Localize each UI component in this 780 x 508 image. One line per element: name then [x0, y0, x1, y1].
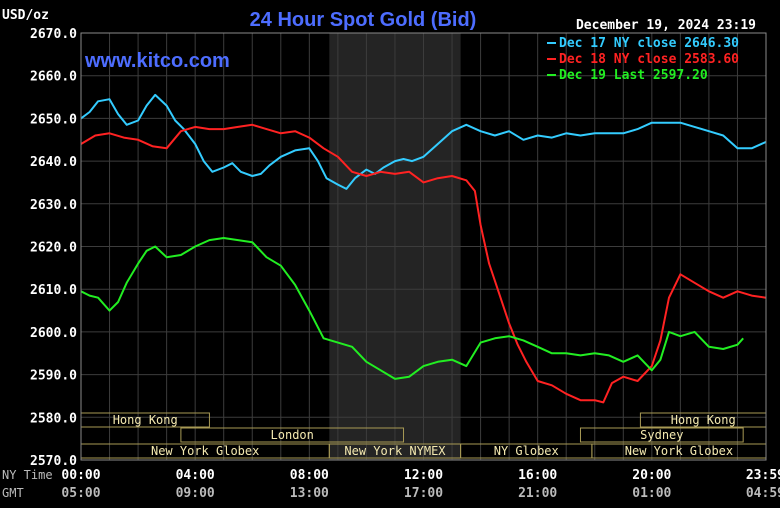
- y-tick-label: 2610.0: [30, 283, 77, 298]
- y-tick-label: 2580.0: [30, 411, 77, 426]
- session-label: London: [271, 428, 314, 442]
- time-row-label: GMT: [2, 486, 24, 500]
- x-tick-label: 09:00: [176, 486, 215, 501]
- series-line-2: [80, 123, 767, 404]
- y-tick-label: 2630.0: [30, 198, 77, 213]
- chart-title: 24 Hour Spot Gold (Bid): [250, 9, 477, 31]
- x-tick-label: 01:00: [632, 486, 671, 501]
- y-axis-unit-label: USD/oz: [2, 8, 49, 23]
- x-tick-label: 17:00: [404, 486, 443, 501]
- x-tick-label: 04:59: [746, 486, 780, 501]
- legend-entry: Dec 18 NY close 2583.60: [559, 52, 739, 67]
- y-tick-label: 2640.0: [30, 155, 77, 170]
- session-label: Sydney: [640, 428, 683, 442]
- x-tick-label: 23:59: [746, 468, 780, 483]
- x-tick-label: 00:00: [61, 468, 100, 483]
- session-label: New York NYMEX: [344, 444, 446, 458]
- y-tick-label: 2600.0: [30, 326, 77, 341]
- y-tick-label: 2620.0: [30, 241, 77, 256]
- x-tick-label: 05:00: [61, 486, 100, 501]
- series-line-3: [80, 237, 744, 380]
- x-tick-label: 08:00: [290, 468, 329, 483]
- session-label: New York Globex: [151, 444, 259, 458]
- session-label: Hong Kong: [113, 413, 178, 427]
- legend-entry: Dec 17 NY close 2646.30: [559, 36, 739, 51]
- x-tick-label: 12:00: [404, 468, 443, 483]
- x-tick-label: 13:00: [290, 486, 329, 501]
- y-tick-label: 2650.0: [30, 112, 77, 127]
- x-tick-label: 20:00: [632, 468, 671, 483]
- session-label: Hong Kong: [671, 413, 736, 427]
- session-label: NY Globex: [494, 444, 559, 458]
- chart-timestamp: December 19, 2024 23:19: [576, 18, 756, 33]
- plot-border: [80, 32, 767, 461]
- x-tick-label: 16:00: [518, 468, 557, 483]
- y-tick-label: 2660.0: [30, 70, 77, 85]
- time-row-label: NY Time: [2, 468, 53, 482]
- x-tick-label: 04:00: [176, 468, 215, 483]
- y-tick-label: 2570.0: [30, 454, 77, 469]
- y-tick-label: 2670.0: [30, 27, 77, 42]
- session-bar: [579, 427, 744, 443]
- session-bar: [180, 427, 405, 443]
- y-tick-label: 2590.0: [30, 369, 77, 384]
- website-watermark: www.kitco.com: [84, 50, 230, 72]
- session-label: New York Globex: [625, 444, 733, 458]
- series-line-1: [80, 93, 767, 190]
- x-tick-label: 21:00: [518, 486, 557, 501]
- legend-entry: Dec 19 Last 2597.20: [559, 68, 708, 83]
